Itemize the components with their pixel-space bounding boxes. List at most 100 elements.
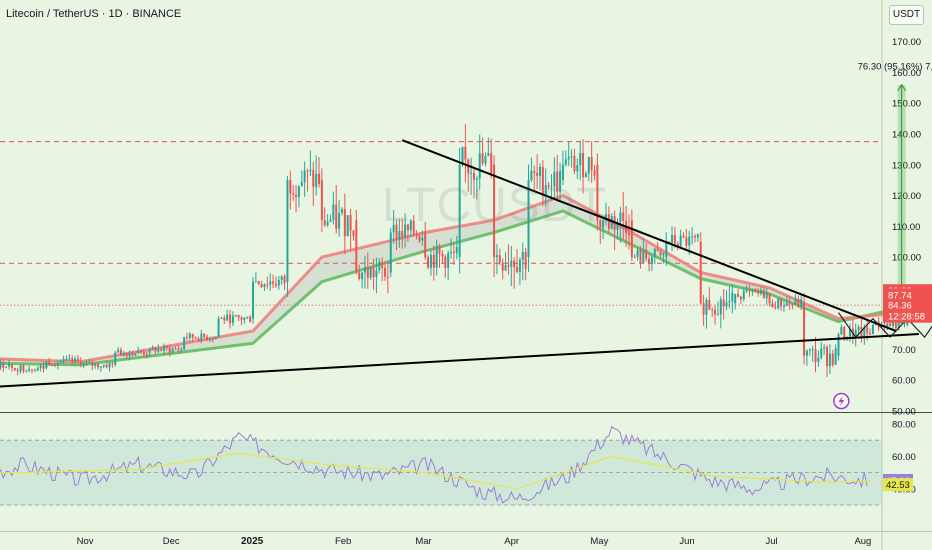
- candle-body: [404, 224, 407, 238]
- candle-body: [292, 193, 295, 195]
- price-tick-label: 130.00: [892, 160, 921, 171]
- candle-body: [857, 326, 860, 331]
- candle-body: [369, 267, 372, 278]
- candle-body: [708, 300, 711, 310]
- candle-body: [507, 265, 510, 267]
- candle-body: [71, 358, 74, 362]
- candle-body: [157, 348, 160, 352]
- candle-body: [252, 281, 254, 319]
- candle-body: [627, 233, 630, 235]
- rsi-value-label: 42.53: [886, 480, 910, 491]
- candle-body: [524, 252, 527, 269]
- time-tick-label: Jun: [679, 536, 694, 547]
- candle-body: [76, 358, 79, 361]
- candle-body: [688, 236, 691, 246]
- candle-body: [481, 153, 484, 164]
- candle-body: [533, 170, 536, 173]
- candle-body: [306, 170, 309, 172]
- price-tick-label: 60.00: [892, 376, 916, 387]
- candle-body: [587, 157, 590, 174]
- lightning-glyph: [838, 396, 845, 406]
- time-tick-label: Nov: [77, 536, 94, 547]
- candle-body: [648, 258, 651, 264]
- candle-body: [214, 337, 217, 340]
- candle-body: [823, 347, 826, 349]
- candle-body: [547, 185, 550, 187]
- candle-body: [375, 270, 378, 278]
- rsi-value-box[interactable]: [883, 478, 913, 492]
- time-tick-label: Feb: [335, 536, 351, 547]
- candle-body: [834, 348, 837, 365]
- candle-body: [406, 224, 409, 231]
- candle-body: [231, 315, 234, 324]
- candle-body: [343, 208, 346, 237]
- candle-body: [622, 212, 625, 221]
- candle-body: [358, 272, 361, 280]
- candle-body: [131, 352, 134, 356]
- candle-body: [541, 166, 544, 195]
- candle-body: [676, 243, 679, 247]
- support-trendline: [0, 333, 919, 388]
- candle-body: [226, 314, 229, 321]
- candle-body: [516, 267, 519, 272]
- candle-body: [326, 221, 329, 226]
- candle-body: [788, 302, 791, 304]
- candle-body: [429, 254, 432, 268]
- price-label: 12:28:58: [888, 312, 925, 323]
- candle-body: [39, 366, 42, 369]
- rsi-tick-label: 60.00: [892, 452, 916, 463]
- candle-body: [48, 361, 51, 365]
- candle-body: [145, 354, 148, 356]
- candle-body: [263, 284, 266, 288]
- price-label-box[interactable]: [883, 298, 932, 312]
- candle-body: [237, 314, 240, 318]
- candle-body: [863, 327, 866, 339]
- candle-body: [206, 336, 209, 340]
- candle-body: [584, 173, 587, 178]
- candle-body: [513, 260, 516, 268]
- candle-body: [472, 172, 475, 180]
- price-tick-label: 170.00: [892, 37, 921, 48]
- candle-body: [10, 364, 13, 368]
- candle-body: [889, 323, 892, 326]
- candle-body: [671, 234, 674, 243]
- candle-body: [803, 303, 806, 356]
- candle-body: [363, 267, 366, 273]
- candle-body: [633, 256, 636, 258]
- candle-body: [820, 348, 823, 358]
- candle-body: [352, 230, 355, 237]
- candle-body: [180, 349, 183, 351]
- candle-body: [461, 146, 464, 165]
- candle-body: [79, 361, 82, 365]
- candle-body: [768, 294, 771, 304]
- candle-body: [619, 212, 622, 223]
- candle-body: [682, 235, 685, 238]
- rsi-ma-line: [0, 452, 871, 490]
- candle-body: [366, 267, 369, 278]
- price-label-box[interactable]: [883, 288, 932, 302]
- candle-body: [277, 279, 280, 286]
- candle-body: [94, 363, 97, 366]
- currency-label[interactable]: USDT: [889, 5, 924, 25]
- candle-body: [679, 235, 682, 247]
- candle-body: [464, 146, 467, 160]
- candle-body: [636, 250, 639, 257]
- candle-body: [269, 281, 272, 285]
- candle-body: [329, 219, 332, 222]
- candle-body: [401, 231, 404, 238]
- rsi-tick-label: 80.00: [892, 420, 916, 431]
- candle-body: [854, 330, 857, 339]
- candle-body: [137, 350, 140, 354]
- candle-body: [650, 256, 653, 264]
- candle-body: [493, 164, 496, 258]
- candle-body: [593, 170, 596, 176]
- candle-body: [432, 254, 435, 268]
- candle-body: [530, 170, 533, 181]
- price-label-box[interactable]: [883, 309, 932, 323]
- candle-body: [283, 276, 286, 283]
- candle-body: [234, 314, 237, 316]
- candle-body: [441, 253, 444, 257]
- candle-body: [567, 157, 570, 160]
- candle-body: [840, 326, 843, 335]
